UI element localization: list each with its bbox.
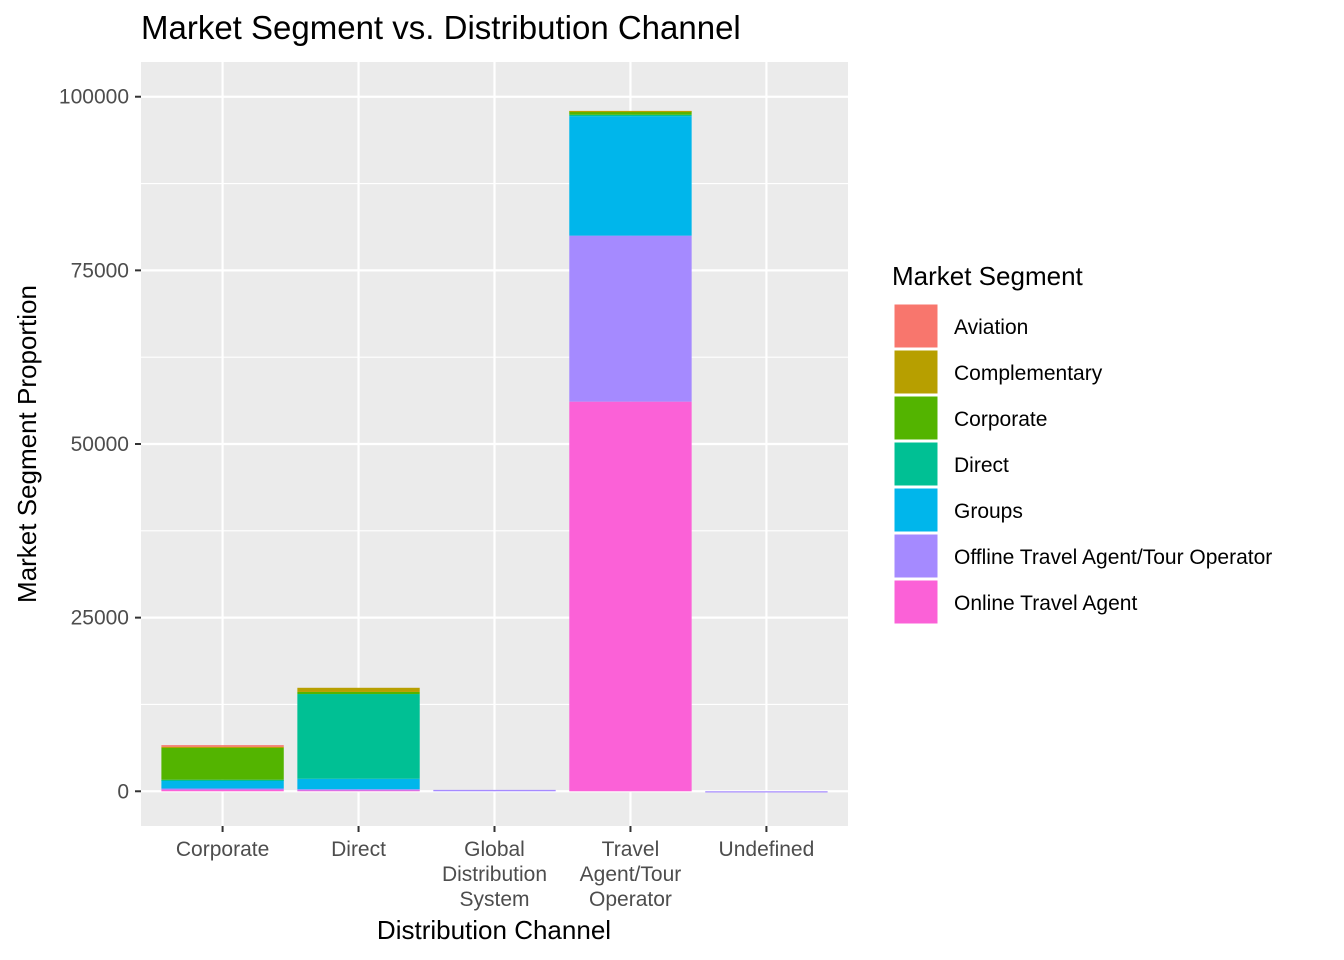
legend-label: Online Travel Agent bbox=[954, 592, 1137, 615]
bar-segment bbox=[161, 746, 284, 748]
legend-title: Market Segment bbox=[892, 261, 1084, 291]
legend-label: Aviation bbox=[954, 316, 1028, 339]
bar-segment bbox=[297, 694, 420, 779]
legend-label: Direct bbox=[954, 454, 1009, 477]
x-axis-title: Distribution Channel bbox=[377, 915, 611, 945]
bar-segment bbox=[569, 110, 692, 113]
bar-segment bbox=[569, 235, 692, 402]
bar-segment bbox=[433, 789, 556, 792]
legend-key bbox=[893, 579, 939, 625]
bar-segment bbox=[161, 780, 284, 789]
x-axis: Corporate Direct Global Distribution System T… bbox=[176, 826, 814, 911]
bar-segment bbox=[297, 789, 420, 792]
bar-segment bbox=[297, 778, 420, 790]
legend-key bbox=[893, 303, 939, 349]
legend-key bbox=[893, 487, 939, 533]
y-tick-label: 100000 bbox=[59, 86, 129, 109]
bar-segment bbox=[569, 111, 692, 115]
bar-segment bbox=[161, 747, 284, 780]
legend-key bbox=[893, 533, 939, 579]
legend-label: Corporate bbox=[954, 408, 1047, 431]
y-tick-label: 0 bbox=[117, 780, 129, 803]
bars bbox=[161, 110, 828, 793]
bar-segment bbox=[569, 401, 692, 792]
legend-label: Groups bbox=[954, 500, 1023, 523]
bar-segment bbox=[297, 687, 420, 692]
y-axis-title: Market Segment Proportion bbox=[12, 285, 42, 603]
bar-segment bbox=[161, 788, 284, 790]
x-tick-label: Travel Agent/Tour Operator bbox=[580, 838, 682, 911]
bar-segment bbox=[705, 791, 828, 793]
bar-segment bbox=[297, 789, 420, 791]
x-tick-label: Corporate bbox=[176, 838, 269, 861]
x-tick-label: Direct bbox=[331, 838, 386, 861]
legend-label: Offline Travel Agent/Tour Operator bbox=[954, 546, 1272, 569]
legend-key bbox=[893, 349, 939, 395]
y-tick-label: 75000 bbox=[71, 259, 129, 282]
bar-segment bbox=[569, 114, 692, 117]
bar-segment bbox=[569, 116, 692, 236]
legend-key bbox=[893, 441, 939, 487]
y-tick-label: 25000 bbox=[71, 607, 129, 630]
bar-segment bbox=[297, 691, 420, 695]
chart-title: Market Segment vs. Distribution Channel bbox=[141, 9, 741, 46]
legend: Market Segment Aviation Complementary Corp… bbox=[892, 261, 1272, 625]
legend-key bbox=[893, 395, 939, 441]
x-tick-label: Global Distribution System bbox=[442, 838, 547, 911]
y-tick-label: 50000 bbox=[71, 433, 129, 456]
legend-label: Complementary bbox=[954, 362, 1103, 385]
y-axis: 0 25000 50000 75000 100000 bbox=[59, 86, 141, 803]
bar-segment bbox=[161, 789, 284, 792]
bar-segment bbox=[161, 779, 284, 781]
x-tick-label: Undefined bbox=[719, 838, 815, 861]
bar-segment bbox=[161, 745, 284, 747]
